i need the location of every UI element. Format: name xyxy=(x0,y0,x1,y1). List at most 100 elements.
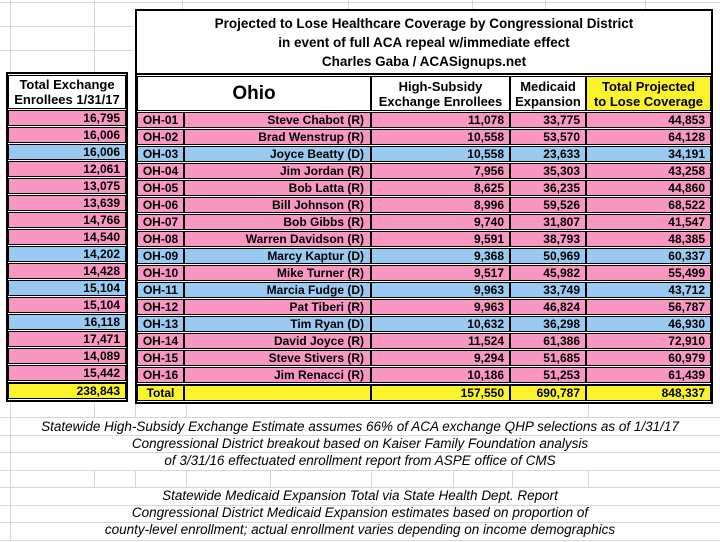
high-subsidy-cell[interactable]: 10,558 xyxy=(371,146,510,162)
exchange-enrollees-cell[interactable]: 15,442 xyxy=(8,365,126,381)
rep-name-cell[interactable]: Jim Jordan (R) xyxy=(184,163,371,179)
medicaid-cell[interactable]: 45,982 xyxy=(510,265,586,281)
exchange-enrollees-cell[interactable]: 16,006 xyxy=(8,127,126,143)
district-cell[interactable]: OH-02 xyxy=(137,129,184,145)
exchange-enrollees-cell[interactable]: 15,104 xyxy=(8,297,126,313)
medicaid-cell[interactable]: 23,633 xyxy=(510,146,586,162)
high-subsidy-cell[interactable]: 9,591 xyxy=(371,231,510,247)
high-subsidy-cell[interactable]: 10,632 xyxy=(371,316,510,332)
exchange-enrollees-total-cell[interactable]: 238,843 xyxy=(8,382,126,399)
high-subsidy-cell[interactable]: 9,963 xyxy=(371,299,510,315)
district-cell[interactable]: OH-08 xyxy=(137,231,184,247)
rep-name-cell[interactable]: Marcia Fudge (D) xyxy=(184,282,371,298)
exchange-enrollees-cell[interactable]: 16,118 xyxy=(8,314,126,330)
total-coverage-cell[interactable]: 61,439 xyxy=(586,367,711,383)
high-subsidy-cell[interactable]: 9,517 xyxy=(371,265,510,281)
exchange-enrollees-cell[interactable]: 16,006 xyxy=(8,144,126,160)
rep-name-cell[interactable]: Tim Ryan (D) xyxy=(184,316,371,332)
rep-name-cell[interactable]: Steve Stivers (R) xyxy=(184,350,371,366)
rep-name-cell[interactable]: Bob Latta (R) xyxy=(184,180,371,196)
high-subsidy-cell[interactable]: 11,524 xyxy=(371,333,510,349)
exchange-enrollees-cell[interactable]: 14,766 xyxy=(8,212,126,228)
medicaid-cell[interactable]: 61,386 xyxy=(510,333,586,349)
total-coverage-cell[interactable]: 72,910 xyxy=(586,333,711,349)
high-subsidy-cell[interactable]: 10,558 xyxy=(371,129,510,145)
rep-name-cell[interactable]: Mike Turner (R) xyxy=(184,265,371,281)
district-cell[interactable]: OH-10 xyxy=(137,265,184,281)
district-cell[interactable]: OH-12 xyxy=(137,299,184,315)
medicaid-cell[interactable]: 38,793 xyxy=(510,231,586,247)
high-subsidy-cell[interactable]: 10,186 xyxy=(371,367,510,383)
high-subsidy-cell[interactable]: 9,740 xyxy=(371,214,510,230)
medicaid-cell[interactable]: 53,570 xyxy=(510,129,586,145)
medicaid-cell[interactable]: 51,685 xyxy=(510,350,586,366)
total-high-subsidy-cell[interactable]: 157,550 xyxy=(371,384,510,401)
rep-name-cell[interactable]: Bill Johnson (R) xyxy=(184,197,371,213)
medicaid-cell[interactable]: 46,824 xyxy=(510,299,586,315)
medicaid-cell[interactable]: 31,807 xyxy=(510,214,586,230)
exchange-enrollees-cell[interactable]: 14,540 xyxy=(8,229,126,245)
exchange-enrollees-cell[interactable]: 13,639 xyxy=(8,195,126,211)
high-subsidy-cell[interactable]: 8,996 xyxy=(371,197,510,213)
exchange-enrollees-cell[interactable]: 13,075 xyxy=(8,178,126,194)
medicaid-cell[interactable]: 51,253 xyxy=(510,367,586,383)
district-cell[interactable]: OH-07 xyxy=(137,214,184,230)
exchange-enrollees-cell[interactable]: 15,104 xyxy=(8,280,126,296)
exchange-enrollees-cell[interactable]: 14,202 xyxy=(8,246,126,262)
high-subsidy-cell[interactable]: 8,625 xyxy=(371,180,510,196)
rep-name-cell[interactable]: Steve Chabot (R) xyxy=(184,112,371,128)
total-coverage-cell[interactable]: 55,499 xyxy=(586,265,711,281)
total-coverage-cell[interactable]: 56,787 xyxy=(586,299,711,315)
high-subsidy-cell[interactable]: 11,078 xyxy=(371,112,510,128)
total-coverage-cell[interactable]: 44,860 xyxy=(586,180,711,196)
total-coverage-cell[interactable]: 60,979 xyxy=(586,350,711,366)
high-subsidy-cell[interactable]: 9,963 xyxy=(371,282,510,298)
total-coverage-cell[interactable]: 41,547 xyxy=(586,214,711,230)
total-row-spacer[interactable] xyxy=(184,384,371,401)
district-cell[interactable]: OH-13 xyxy=(137,316,184,332)
total-coverage-cell[interactable]: 43,712 xyxy=(586,282,711,298)
district-cell[interactable]: OH-14 xyxy=(137,333,184,349)
district-cell[interactable]: OH-11 xyxy=(137,282,184,298)
total-coverage-cell[interactable]: 64,128 xyxy=(586,129,711,145)
total-coverage-total-cell[interactable]: 848,337 xyxy=(586,384,711,401)
medicaid-cell[interactable]: 33,749 xyxy=(510,282,586,298)
total-coverage-cell[interactable]: 60,337 xyxy=(586,248,711,264)
medicaid-cell[interactable]: 50,969 xyxy=(510,248,586,264)
medicaid-cell[interactable]: 59,526 xyxy=(510,197,586,213)
exchange-enrollees-cell[interactable]: 17,471 xyxy=(8,331,126,347)
rep-name-cell[interactable]: Jim Renacci (R) xyxy=(184,367,371,383)
district-cell[interactable]: OH-06 xyxy=(137,197,184,213)
rep-name-cell[interactable]: David Joyce (R) xyxy=(184,333,371,349)
district-cell[interactable]: OH-09 xyxy=(137,248,184,264)
district-cell[interactable]: OH-15 xyxy=(137,350,184,366)
total-row-label[interactable]: Total xyxy=(137,384,184,401)
rep-name-cell[interactable]: Bob Gibbs (R) xyxy=(184,214,371,230)
exchange-enrollees-cell[interactable]: 14,428 xyxy=(8,263,126,279)
medicaid-cell[interactable]: 36,235 xyxy=(510,180,586,196)
high-subsidy-cell[interactable]: 7,956 xyxy=(371,163,510,179)
exchange-enrollees-cell[interactable]: 16,795 xyxy=(8,110,126,126)
total-coverage-cell[interactable]: 34,191 xyxy=(586,146,711,162)
rep-name-cell[interactable]: Brad Wenstrup (R) xyxy=(184,129,371,145)
district-cell[interactable]: OH-05 xyxy=(137,180,184,196)
exchange-enrollees-cell[interactable]: 14,089 xyxy=(8,348,126,364)
district-cell[interactable]: OH-04 xyxy=(137,163,184,179)
total-coverage-cell[interactable]: 48,385 xyxy=(586,231,711,247)
rep-name-cell[interactable]: Warren Davidson (R) xyxy=(184,231,371,247)
medicaid-cell[interactable]: 36,298 xyxy=(510,316,586,332)
total-coverage-cell[interactable]: 68,522 xyxy=(586,197,711,213)
high-subsidy-cell[interactable]: 9,294 xyxy=(371,350,510,366)
rep-name-cell[interactable]: Pat Tiberi (R) xyxy=(184,299,371,315)
rep-name-cell[interactable]: Joyce Beatty (D) xyxy=(184,146,371,162)
medicaid-cell[interactable]: 33,775 xyxy=(510,112,586,128)
exchange-enrollees-cell[interactable]: 12,061 xyxy=(8,161,126,177)
total-coverage-cell[interactable]: 44,853 xyxy=(586,112,711,128)
high-subsidy-cell[interactable]: 9,368 xyxy=(371,248,510,264)
medicaid-cell[interactable]: 35,303 xyxy=(510,163,586,179)
total-medicaid-cell[interactable]: 690,787 xyxy=(510,384,586,401)
district-cell[interactable]: OH-03 xyxy=(137,146,184,162)
district-cell[interactable]: OH-16 xyxy=(137,367,184,383)
total-coverage-cell[interactable]: 43,258 xyxy=(586,163,711,179)
total-coverage-cell[interactable]: 46,930 xyxy=(586,316,711,332)
